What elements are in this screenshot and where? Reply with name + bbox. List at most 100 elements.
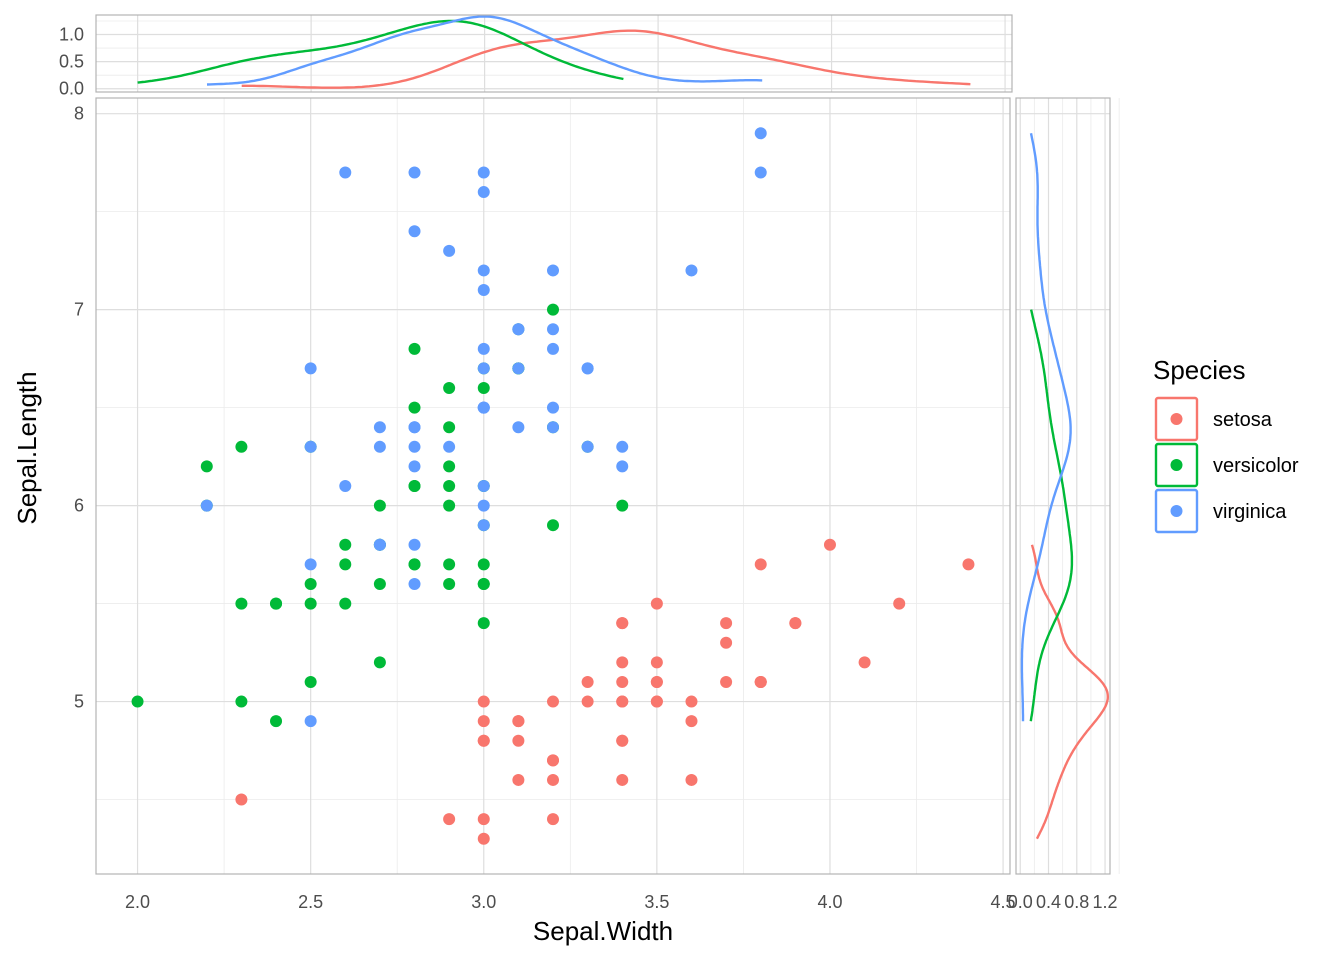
data-point-versicolor bbox=[443, 558, 456, 571]
data-point-virginica bbox=[477, 186, 490, 199]
data-point-virginica bbox=[477, 480, 490, 492]
density-curve-width-versicolor bbox=[137, 19, 624, 84]
data-point-versicolor bbox=[304, 597, 317, 610]
data-point-setosa bbox=[512, 773, 525, 786]
data-point-versicolor bbox=[339, 558, 352, 571]
legend-item-versicolor: versicolor bbox=[1154, 442, 1299, 488]
data-point-setosa bbox=[754, 675, 767, 688]
data-point-virginica bbox=[408, 421, 421, 434]
main-panel bbox=[95, 97, 1011, 875]
data-point-versicolor bbox=[373, 499, 386, 512]
data-point-virginica bbox=[477, 362, 490, 375]
data-point-versicolor bbox=[443, 382, 456, 395]
data-point-virginica bbox=[512, 421, 525, 434]
data-point-versicolor bbox=[443, 499, 456, 512]
data-point-versicolor bbox=[200, 460, 213, 473]
data-point-virginica bbox=[477, 499, 490, 512]
legend-items: setosa versicolor virginica bbox=[1154, 396, 1299, 534]
data-point-setosa bbox=[616, 675, 629, 688]
density-curve-length-versicolor bbox=[1029, 309, 1074, 722]
data-point-virginica bbox=[616, 460, 629, 473]
data-point-virginica bbox=[373, 440, 386, 453]
data-point-versicolor bbox=[547, 303, 559, 316]
x-tick-label: 3.0 bbox=[471, 892, 496, 912]
data-point-setosa bbox=[754, 558, 767, 571]
data-point-setosa bbox=[235, 793, 248, 806]
data-point-setosa bbox=[685, 773, 698, 786]
data-point-virginica bbox=[477, 166, 490, 179]
data-point-versicolor bbox=[373, 656, 386, 669]
data-point-virginica bbox=[616, 440, 629, 453]
legend-key-point bbox=[1170, 505, 1183, 517]
y-tick-label: 7 bbox=[74, 300, 84, 320]
top-density-curves bbox=[137, 15, 971, 89]
data-point-versicolor bbox=[373, 577, 386, 590]
data-point-setosa bbox=[650, 695, 663, 708]
data-point-setosa bbox=[720, 636, 733, 649]
right-x-tick-label: 0.4 bbox=[1036, 892, 1061, 912]
data-point-setosa bbox=[547, 813, 559, 826]
data-point-versicolor bbox=[443, 421, 456, 434]
data-point-virginica bbox=[581, 362, 594, 375]
data-point-setosa bbox=[477, 734, 490, 747]
top-y-tick-label: 0.0 bbox=[59, 79, 84, 99]
data-point-setosa bbox=[858, 656, 871, 669]
data-point-virginica bbox=[408, 440, 421, 453]
density-curve-width-virginica bbox=[206, 15, 763, 86]
data-point-virginica bbox=[304, 362, 317, 375]
density-curve-length-virginica bbox=[1020, 133, 1072, 722]
x-tick-label: 4.0 bbox=[817, 892, 842, 912]
legend-title: Species bbox=[1153, 355, 1246, 385]
data-point-setosa bbox=[650, 675, 663, 688]
data-point-versicolor bbox=[235, 597, 248, 610]
data-point-virginica bbox=[512, 362, 525, 375]
data-point-versicolor bbox=[235, 440, 248, 453]
data-point-setosa bbox=[616, 734, 629, 747]
x-axis-title: Sepal.Width bbox=[533, 916, 673, 946]
data-point-versicolor bbox=[443, 460, 456, 473]
data-point-setosa bbox=[962, 558, 975, 571]
main-panel-background bbox=[96, 98, 1010, 874]
data-point-setosa bbox=[616, 695, 629, 708]
data-point-versicolor bbox=[131, 695, 144, 708]
data-point-setosa bbox=[720, 617, 733, 630]
data-point-versicolor bbox=[270, 715, 283, 728]
legend-item-virginica: virginica bbox=[1154, 488, 1287, 534]
right-density-panel bbox=[1015, 97, 1120, 875]
top-y-tick-label: 1.0 bbox=[59, 25, 84, 45]
data-point-setosa bbox=[547, 695, 559, 708]
data-point-versicolor bbox=[339, 597, 352, 610]
y-tick-label: 5 bbox=[74, 692, 84, 712]
data-point-versicolor bbox=[235, 695, 248, 708]
main-panel-border bbox=[95, 97, 1011, 875]
data-point-versicolor bbox=[477, 577, 490, 590]
density-curve-length-setosa bbox=[1030, 544, 1109, 840]
legend: Species setosa versicolor virginica bbox=[1153, 355, 1299, 534]
data-point-setosa bbox=[512, 734, 525, 747]
legend-item-setosa: setosa bbox=[1154, 396, 1273, 442]
legend-label: setosa bbox=[1213, 409, 1273, 431]
data-point-virginica bbox=[754, 166, 767, 179]
data-point-virginica bbox=[443, 440, 456, 453]
right-x-tick-label: 0.8 bbox=[1064, 892, 1089, 912]
data-point-setosa bbox=[547, 773, 559, 786]
data-point-setosa bbox=[685, 715, 698, 728]
data-point-versicolor bbox=[304, 577, 317, 590]
data-point-versicolor bbox=[616, 499, 629, 512]
legend-key-point bbox=[1170, 413, 1183, 425]
data-point-setosa bbox=[477, 695, 490, 708]
data-point-virginica bbox=[304, 558, 317, 571]
x-tick-label: 4.5 bbox=[991, 892, 1016, 912]
data-point-setosa bbox=[650, 656, 663, 669]
data-point-setosa bbox=[477, 813, 490, 826]
y-tick-label: 6 bbox=[74, 496, 84, 516]
y-tick-label: 8 bbox=[74, 104, 84, 124]
data-point-virginica bbox=[408, 460, 421, 473]
density-curve-width-setosa bbox=[241, 29, 971, 89]
data-point-versicolor bbox=[477, 617, 490, 630]
top-panel-border bbox=[95, 14, 1013, 93]
data-point-versicolor bbox=[408, 401, 421, 414]
data-point-virginica bbox=[200, 499, 213, 512]
x-tick-label: 2.5 bbox=[298, 892, 323, 912]
